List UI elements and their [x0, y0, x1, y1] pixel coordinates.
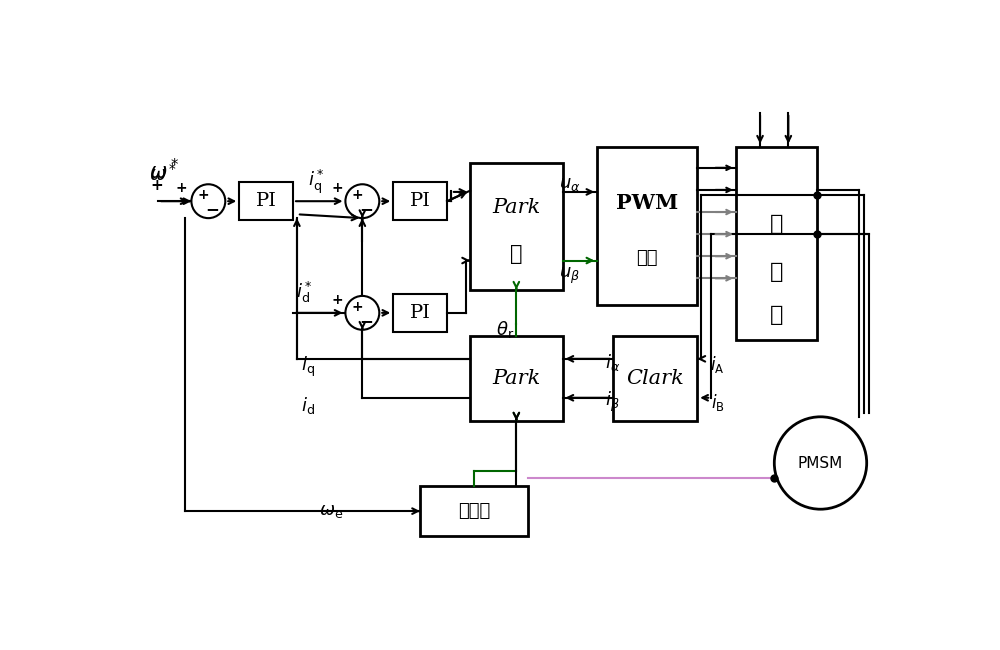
Text: $i_{\rm d}^*$: $i_{\rm d}^*$: [296, 280, 313, 305]
Text: PWM: PWM: [616, 192, 678, 213]
Bar: [420, 486, 528, 536]
Text: Park: Park: [492, 198, 540, 216]
Bar: [470, 162, 563, 290]
Text: $i_{\rm B}$: $i_{\rm B}$: [711, 393, 724, 413]
Text: PMSM: PMSM: [798, 456, 843, 471]
Text: 器: 器: [770, 305, 783, 325]
Text: 逆: 逆: [510, 244, 523, 264]
Text: $u_{\beta}$: $u_{\beta}$: [559, 266, 580, 286]
Text: Clark: Clark: [626, 369, 684, 388]
Text: +: +: [197, 188, 209, 202]
Text: $\theta_{\rm r}$: $\theta_{\rm r}$: [496, 319, 514, 341]
Text: +: +: [331, 292, 343, 307]
Text: 变: 变: [770, 263, 783, 282]
Bar: [393, 182, 447, 220]
Circle shape: [191, 184, 225, 218]
Text: +: +: [351, 188, 363, 202]
Text: 编码器: 编码器: [458, 502, 490, 520]
Text: $\omega^*$: $\omega^*$: [149, 158, 179, 183]
Text: $i_{\rm d}$: $i_{\rm d}$: [301, 395, 315, 416]
Bar: [470, 336, 563, 421]
Text: 调制: 调制: [637, 249, 658, 266]
Text: +: +: [175, 181, 187, 195]
Text: Park: Park: [492, 369, 540, 388]
Text: $i_{\rm q}$: $i_{\rm q}$: [301, 355, 315, 379]
Circle shape: [345, 296, 379, 330]
Circle shape: [345, 184, 379, 218]
Bar: [597, 148, 697, 305]
Bar: [239, 182, 293, 220]
Text: −: −: [359, 200, 373, 218]
Text: $\omega^*$: $\omega^*$: [149, 163, 177, 185]
Text: $i_{\rm A}$: $i_{\rm A}$: [710, 354, 724, 375]
Text: PI: PI: [256, 192, 277, 210]
Text: PI: PI: [410, 192, 431, 210]
Bar: [736, 148, 817, 340]
Text: 逆: 逆: [770, 214, 783, 234]
Bar: [393, 294, 447, 332]
Text: $i_{\rm q}^*$: $i_{\rm q}^*$: [308, 168, 325, 196]
Text: $\omega_{\rm e}$: $\omega_{\rm e}$: [319, 502, 343, 520]
Text: $i_{\alpha}$: $i_{\alpha}$: [605, 352, 620, 373]
Text: $i_{\beta}$: $i_{\beta}$: [605, 389, 620, 413]
Bar: [613, 336, 697, 421]
Text: +: +: [351, 300, 363, 314]
Text: PI: PI: [410, 304, 431, 322]
Text: +: +: [151, 178, 163, 193]
Text: −: −: [359, 311, 373, 330]
Circle shape: [774, 417, 867, 509]
Text: +: +: [331, 181, 343, 195]
Text: −: −: [205, 200, 219, 218]
Text: $u_{\alpha}$: $u_{\alpha}$: [559, 176, 580, 193]
